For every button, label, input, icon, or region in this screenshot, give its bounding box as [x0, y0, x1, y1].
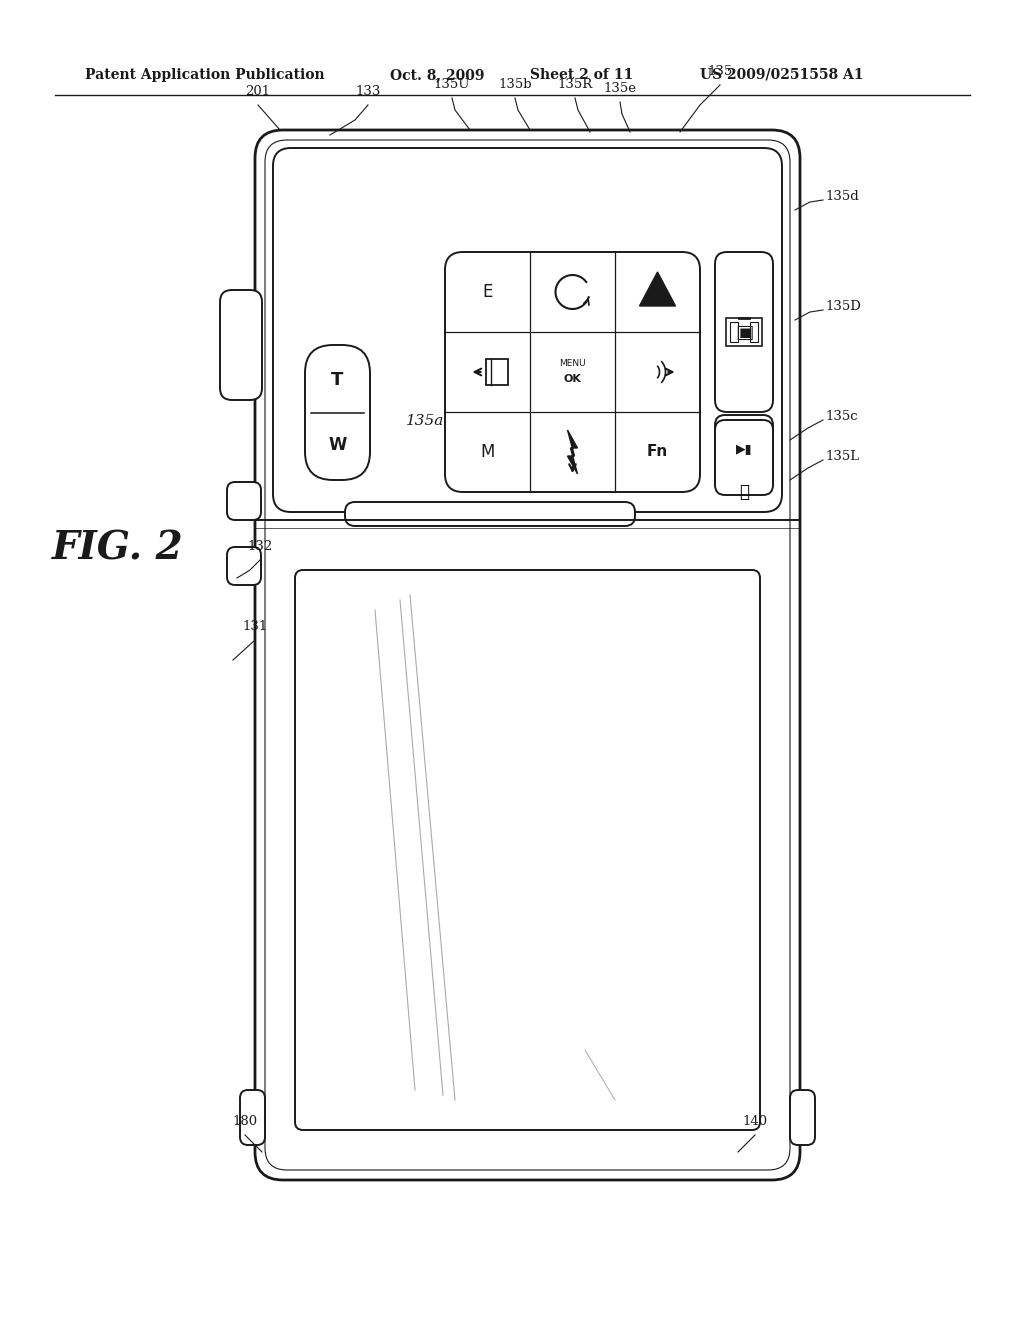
FancyBboxPatch shape — [790, 1090, 815, 1144]
Text: M: M — [480, 444, 495, 461]
FancyBboxPatch shape — [305, 345, 370, 480]
Text: 131: 131 — [243, 620, 267, 634]
FancyBboxPatch shape — [255, 129, 800, 1180]
FancyBboxPatch shape — [220, 290, 262, 400]
Text: 132: 132 — [248, 540, 272, 553]
FancyBboxPatch shape — [715, 414, 773, 487]
Bar — [726, 318, 762, 346]
Text: E: E — [482, 282, 493, 301]
FancyBboxPatch shape — [715, 420, 773, 495]
Text: 135a: 135a — [406, 414, 444, 428]
Text: 135L: 135L — [825, 450, 859, 463]
Text: W: W — [329, 436, 347, 454]
Text: 135c: 135c — [825, 411, 858, 422]
Text: ▶▮: ▶▮ — [736, 444, 753, 457]
FancyBboxPatch shape — [715, 252, 773, 412]
Text: 133: 133 — [355, 84, 381, 98]
Text: 135d: 135d — [825, 190, 859, 203]
FancyBboxPatch shape — [227, 482, 261, 520]
Text: 140: 140 — [742, 1115, 768, 1129]
FancyBboxPatch shape — [445, 252, 700, 492]
Text: 201: 201 — [246, 84, 270, 98]
FancyBboxPatch shape — [240, 1090, 265, 1144]
FancyBboxPatch shape — [345, 502, 635, 525]
Text: US 2009/0251558 A1: US 2009/0251558 A1 — [700, 69, 863, 82]
Text: 135e: 135e — [603, 82, 637, 95]
Text: Patent Application Publication: Patent Application Publication — [85, 69, 325, 82]
Text: Fn: Fn — [647, 445, 668, 459]
FancyBboxPatch shape — [227, 546, 261, 585]
Text: T: T — [332, 371, 344, 389]
Text: MENU: MENU — [559, 359, 586, 368]
Text: 135R: 135R — [557, 78, 593, 91]
Bar — [750, 322, 758, 342]
FancyBboxPatch shape — [295, 570, 760, 1130]
Text: Sheet 2 of 11: Sheet 2 of 11 — [530, 69, 633, 82]
Text: 🔈: 🔈 — [739, 483, 749, 502]
Text: ▣: ▣ — [735, 322, 754, 342]
Text: Oct. 8, 2009: Oct. 8, 2009 — [390, 69, 484, 82]
Polygon shape — [640, 272, 676, 306]
Text: 180: 180 — [232, 1115, 258, 1129]
Text: OK: OK — [563, 374, 582, 384]
Bar — [485, 359, 508, 385]
Polygon shape — [567, 430, 578, 474]
Text: 135: 135 — [708, 65, 732, 78]
Text: 135D: 135D — [825, 300, 861, 313]
Text: 135U: 135U — [434, 78, 470, 91]
Text: 135b: 135b — [499, 78, 531, 91]
Text: FIG. 2: FIG. 2 — [52, 531, 184, 568]
Bar — [730, 322, 738, 342]
